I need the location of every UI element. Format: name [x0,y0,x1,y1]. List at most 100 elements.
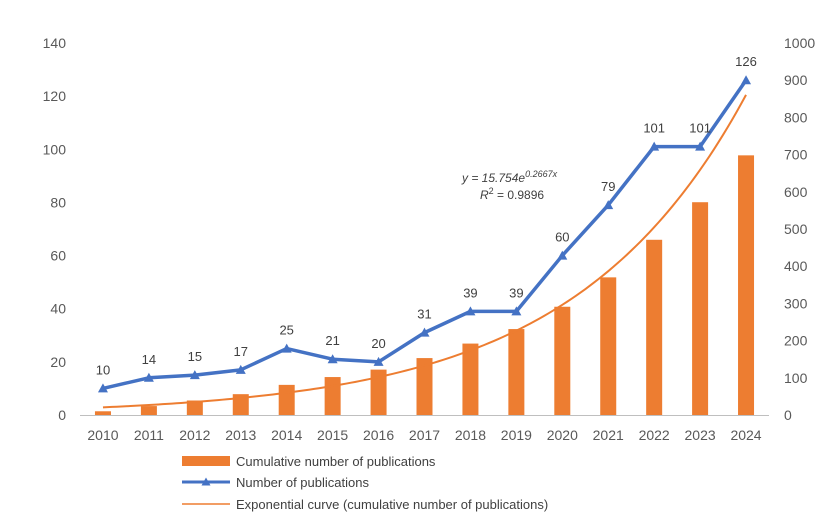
y-right-tick-500: 500 [784,221,808,237]
y-right-tick-700: 700 [784,147,808,163]
x-tick-2014: 2014 [271,427,302,443]
x-tick-2012: 2012 [179,427,210,443]
data-label-2011: 14 [142,352,156,367]
x-tick-2013: 2013 [225,427,256,443]
marker-2024 [741,75,752,85]
trendline-equation: y = 15.754e0.2667x R2 = 0.9896 [461,169,558,202]
bar-2010 [94,411,111,415]
y-right-tick-200: 200 [784,333,808,349]
data-label-2022: 101 [643,121,665,136]
marker-2013 [235,364,246,374]
y-right-tick-600: 600 [784,184,808,200]
x-tick-2020: 2020 [547,427,578,443]
marker-2015 [327,354,338,364]
data-label-2020: 60 [555,230,569,245]
marker-2022 [649,141,660,151]
legend-label-cumulative: Cumulative number of publications [236,454,436,469]
marker-2012 [189,370,200,380]
x-tick-2017: 2017 [409,427,440,443]
x-tick-2024: 2024 [730,427,761,443]
data-label-2024: 126 [735,54,757,69]
y-left-tick-100: 100 [43,141,67,157]
bar-2019 [508,329,525,415]
marker-2018 [465,306,476,316]
marker-2014 [281,343,292,353]
bar-2020 [554,306,571,415]
legend: Cumulative number of publications Number… [182,454,548,512]
data-label-2021: 79 [601,179,615,194]
y-right-tick-300: 300 [784,295,808,311]
bar-2018 [462,343,479,415]
bar-2024 [738,155,755,415]
x-tick-2016: 2016 [363,427,394,443]
bar-2014 [278,384,295,415]
y-right-tick-0: 0 [784,407,792,423]
bar-2016 [370,369,387,415]
y-right-tick-400: 400 [784,258,808,274]
marker-2011 [143,372,154,382]
trendline-equation-y: y = 15.754e0.2667x [461,169,558,185]
marker-2017 [419,327,430,337]
data-label-2015: 21 [325,333,339,348]
line-group [97,75,752,393]
y-left-tick-120: 120 [43,88,67,104]
legend-item-exponential: Exponential curve (cumulative number of … [182,497,548,512]
marker-2020 [557,250,568,260]
legend-swatch-bar [182,456,230,466]
data-label-2017: 31 [417,307,431,322]
marker-2010 [97,383,108,393]
x-tick-labels: 2010 2011 2012 2013 2014 2015 2016 2017 2018 2019… [87,427,761,443]
bar-2017 [416,358,433,415]
data-label-2010: 10 [96,362,110,377]
bar-2021 [600,277,617,415]
x-tick-2015: 2015 [317,427,348,443]
marker-2019 [511,306,522,316]
y-left-tick-60: 60 [50,248,66,264]
bar-2022 [646,239,663,415]
x-tick-2021: 2021 [593,427,624,443]
bar-2023 [692,202,709,415]
trendline-equation-r2: R2 = 0.9896 [480,186,544,202]
exponential-trendline [102,94,747,409]
marker-2021 [603,200,614,210]
x-tick-2010: 2010 [87,427,118,443]
data-label-2012: 15 [188,349,202,364]
trendline-group [102,94,747,409]
data-labels: 10 14 15 17 25 21 20 31 39 39 60 79 101 101 126 [96,54,757,377]
data-label-2023: 101 [689,121,711,136]
y-left-tick-20: 20 [50,354,66,370]
bars-group [94,155,755,415]
x-tick-2018: 2018 [455,427,486,443]
y-right-tick-1000: 1000 [784,35,815,51]
y-right-tick-labels: 0 100 200 300 400 500 600 700 800 900 1000 [784,35,815,423]
x-tick-2019: 2019 [501,427,532,443]
y-left-tick-40: 40 [50,301,66,317]
legend-label-publications: Number of publications [236,475,369,490]
bar-2013 [232,394,249,415]
data-label-2016: 20 [371,336,385,351]
x-tick-2011: 2011 [134,427,164,443]
data-label-2013: 17 [234,344,248,359]
y-left-tick-labels: 0 20 40 60 80 100 120 140 [43,35,67,423]
legend-item-cumulative: Cumulative number of publications [182,454,436,469]
data-label-2014: 25 [279,323,293,338]
legend-label-exponential: Exponential curve (cumulative number of … [236,497,548,512]
y-left-tick-140: 140 [43,35,67,51]
y-right-tick-100: 100 [784,370,808,386]
marker-2023 [695,141,706,151]
bar-2012 [186,400,203,415]
x-tick-2023: 2023 [685,427,716,443]
marker-2016 [373,356,384,366]
y-left-tick-80: 80 [50,194,66,210]
legend-item-publications: Number of publications [182,475,369,490]
x-tick-2022: 2022 [639,427,670,443]
bar-2011 [140,406,157,415]
data-label-2018: 39 [463,285,477,300]
data-label-2019: 39 [509,285,523,300]
y-right-tick-900: 900 [784,72,808,88]
y-left-tick-0: 0 [58,407,66,423]
y-right-tick-800: 800 [784,109,808,125]
bar-2015 [324,377,341,415]
legend-swatch-marker [201,477,211,486]
